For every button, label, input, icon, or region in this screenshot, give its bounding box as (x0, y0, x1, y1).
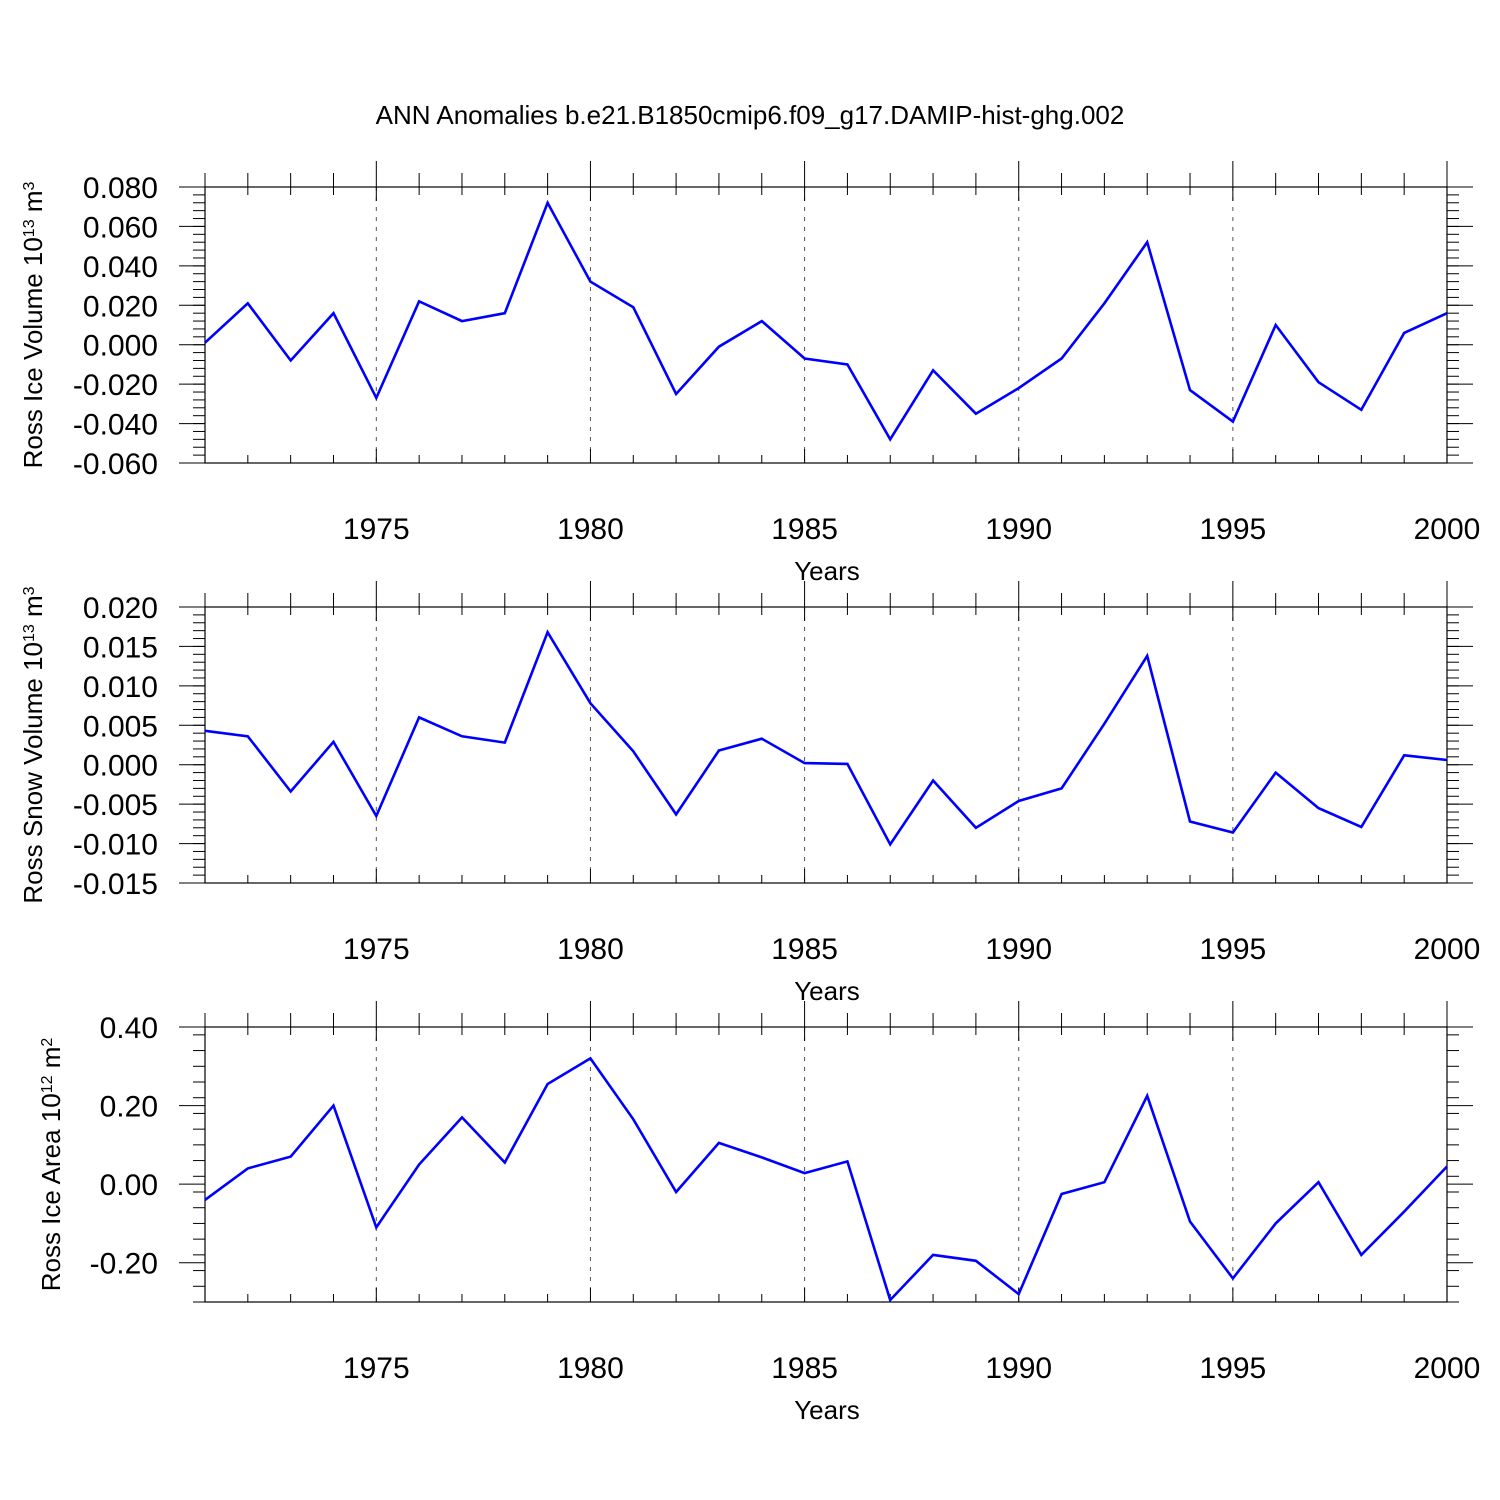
chart-panel-3: -0.20 0.00 0.20 0.40 1975 1980 1985 1990 1995 200… (36, 1001, 1480, 1425)
y-axis-title-part: Ross Ice Volume 10 (18, 237, 48, 468)
y-axis-title-superscript: 3 (21, 181, 38, 190)
series-line (204, 1056, 1448, 1303)
y-tick-label: -0.020 (73, 369, 158, 402)
x-tick-label: 1980 (557, 1352, 624, 1385)
y-tick-label: -0.015 (73, 868, 158, 901)
y-axis-title: Ross Snow Volume 1013 m3 (18, 586, 48, 903)
x-tick-label: 1975 (343, 933, 410, 966)
y-axis-title-superscript: 3 (21, 586, 38, 595)
x-tick-label: 2000 (1414, 513, 1481, 546)
y-tick-label: -0.005 (73, 789, 158, 822)
y-tick-label: -0.010 (73, 829, 158, 862)
y-tick-label: 0.015 (83, 631, 158, 664)
x-tick-label: 1990 (985, 933, 1052, 966)
y-tick-label: 0.000 (83, 330, 158, 363)
y-axis-title-superscript: 2 (39, 1038, 56, 1047)
x-axis-title: Years (794, 1395, 860, 1425)
y-tick-label: 0.060 (83, 211, 158, 244)
series-line (204, 629, 1448, 847)
x-axis-title: Years (794, 556, 860, 586)
x-tick-label: 1990 (985, 1352, 1052, 1385)
y-tick-label: 0.40 (100, 1012, 158, 1045)
y-axis-title: Ross Ice Area 1012 m2 (36, 1038, 66, 1292)
y-axis-title-superscript: 13 (21, 624, 38, 642)
y-tick-label: 0.040 (83, 251, 158, 284)
y-tick-label: 0.020 (83, 290, 158, 323)
y-tick-label: 0.00 (100, 1169, 158, 1202)
series-line (204, 199, 1448, 442)
plot-frame (204, 1026, 1448, 1303)
y-tick-label: -0.060 (73, 448, 158, 481)
plot-frame (204, 606, 1448, 884)
y-tick-label: 0.080 (83, 172, 158, 205)
y-tick-label: 0.005 (83, 710, 158, 743)
x-tick-label: 1980 (557, 513, 624, 546)
y-axis-title-part: m (18, 595, 48, 624)
x-tick-label: 1995 (1199, 1352, 1266, 1385)
y-tick-label: 0.20 (100, 1091, 158, 1124)
plot-frame (204, 186, 1448, 464)
x-tick-label: 1985 (771, 933, 838, 966)
x-tick-label: 1980 (557, 933, 624, 966)
x-axis-title: Years (794, 976, 860, 1006)
y-tick-label: 0.000 (83, 750, 158, 783)
y-axis-title: Ross Ice Volume 1013 m3 (18, 181, 48, 468)
y-axis-title-part: m (36, 1047, 66, 1076)
chart-panel-2: -0.015 -0.010 -0.005 0.000 0.005 0.010 0.015 0.… (18, 581, 1480, 1006)
x-tick-label: 1975 (343, 1352, 410, 1385)
y-axis-title-superscript: 12 (39, 1075, 56, 1093)
x-tick-label: 2000 (1414, 933, 1481, 966)
x-tick-label: 1975 (343, 513, 410, 546)
y-tick-label: 0.020 (83, 592, 158, 625)
y-axis-title-part: m (18, 190, 48, 219)
chart-panel-1: -0.060 -0.040 -0.020 0.000 0.020 0.040 0.060 0.… (18, 161, 1480, 586)
x-tick-label: 1985 (771, 1352, 838, 1385)
y-tick-label: -0.040 (73, 409, 158, 442)
x-tick-label: 1990 (985, 513, 1052, 546)
y-axis-title-part: Ross Ice Area 10 (36, 1093, 66, 1291)
y-tick-label: 0.010 (83, 671, 158, 704)
x-tick-label: 2000 (1414, 1352, 1481, 1385)
x-tick-label: 1995 (1199, 513, 1266, 546)
figure-title: ANN Anomalies b.e21.B1850cmip6.f09_g17.D… (376, 100, 1125, 130)
x-tick-label: 1985 (771, 513, 838, 546)
y-axis-title-part: Ross Snow Volume 10 (18, 642, 48, 904)
panels: -0.060 -0.040 -0.020 0.000 0.020 0.040 0.060 0.… (18, 161, 1480, 1425)
x-tick-label: 1995 (1199, 933, 1266, 966)
y-axis-title-superscript: 13 (21, 219, 38, 237)
y-tick-label: -0.20 (90, 1248, 158, 1281)
